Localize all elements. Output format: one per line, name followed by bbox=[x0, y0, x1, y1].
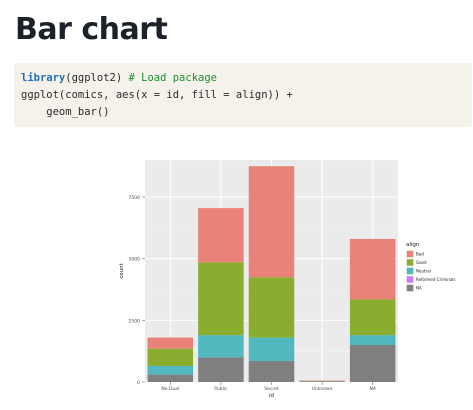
legend-label: Neutral bbox=[416, 269, 431, 274]
legend-title: align bbox=[406, 242, 420, 248]
code-args: (ggplot2) bbox=[65, 72, 128, 84]
bar-segment bbox=[249, 277, 295, 337]
y-axis-label: count bbox=[119, 262, 125, 278]
bar-segment bbox=[350, 299, 396, 335]
legend-key bbox=[407, 268, 413, 274]
bar-segment bbox=[350, 239, 396, 299]
bar-chart: 0 2500 5000 7500 No Dual Public Secret Unknown N… bbox=[110, 150, 473, 405]
x-tick-label: Public bbox=[214, 386, 228, 392]
y-tick-label: 7500 bbox=[129, 195, 141, 201]
y-tick-label: 5000 bbox=[129, 257, 141, 263]
bar-segment bbox=[198, 357, 244, 382]
code-line-3: geom_bar() bbox=[21, 104, 472, 121]
legend-key bbox=[407, 285, 413, 291]
legend-key bbox=[407, 251, 413, 257]
bar-segment bbox=[148, 338, 194, 349]
bar-segment bbox=[148, 375, 194, 382]
legend-label: Good bbox=[416, 260, 427, 265]
x-tick-label: NA bbox=[369, 386, 376, 392]
bar-chart-svg: 0 2500 5000 7500 No Dual Public Secret Unknown N… bbox=[110, 150, 473, 405]
x-tick-label: No Dual bbox=[161, 386, 179, 392]
bar-segment bbox=[148, 349, 194, 366]
bar-segment bbox=[249, 361, 295, 382]
legend-label: Reformed Criminals bbox=[416, 277, 455, 282]
page-title: Bar chart bbox=[15, 12, 167, 47]
code-line-2: ggplot(comics, aes(x = id, fill = align)… bbox=[21, 87, 472, 104]
code-keyword: library bbox=[21, 72, 65, 84]
legend-label: NA bbox=[416, 286, 422, 291]
code-comment: # Load package bbox=[128, 72, 217, 84]
x-tick-label: Unknown bbox=[312, 386, 333, 392]
x-tick-label: Secret bbox=[264, 386, 279, 392]
bar-segment bbox=[249, 166, 295, 277]
y-tick-label: 0 bbox=[137, 380, 140, 386]
x-axis-label: id bbox=[269, 393, 274, 399]
code-line-1: library(ggplot2) # Load package bbox=[21, 70, 472, 87]
y-tick-label: 2500 bbox=[129, 318, 141, 324]
bar-segment bbox=[198, 335, 244, 357]
bar-segment bbox=[350, 335, 396, 345]
bar-segment bbox=[249, 338, 295, 361]
bar-segment bbox=[148, 366, 194, 375]
bar-segment bbox=[350, 345, 396, 382]
bar-segment bbox=[198, 208, 244, 262]
legend-key bbox=[407, 276, 413, 282]
legend-key bbox=[407, 259, 413, 265]
legend-label: Bad bbox=[416, 252, 424, 257]
bar-segment bbox=[198, 262, 244, 335]
code-block: library(ggplot2) # Load package ggplot(c… bbox=[14, 63, 472, 127]
